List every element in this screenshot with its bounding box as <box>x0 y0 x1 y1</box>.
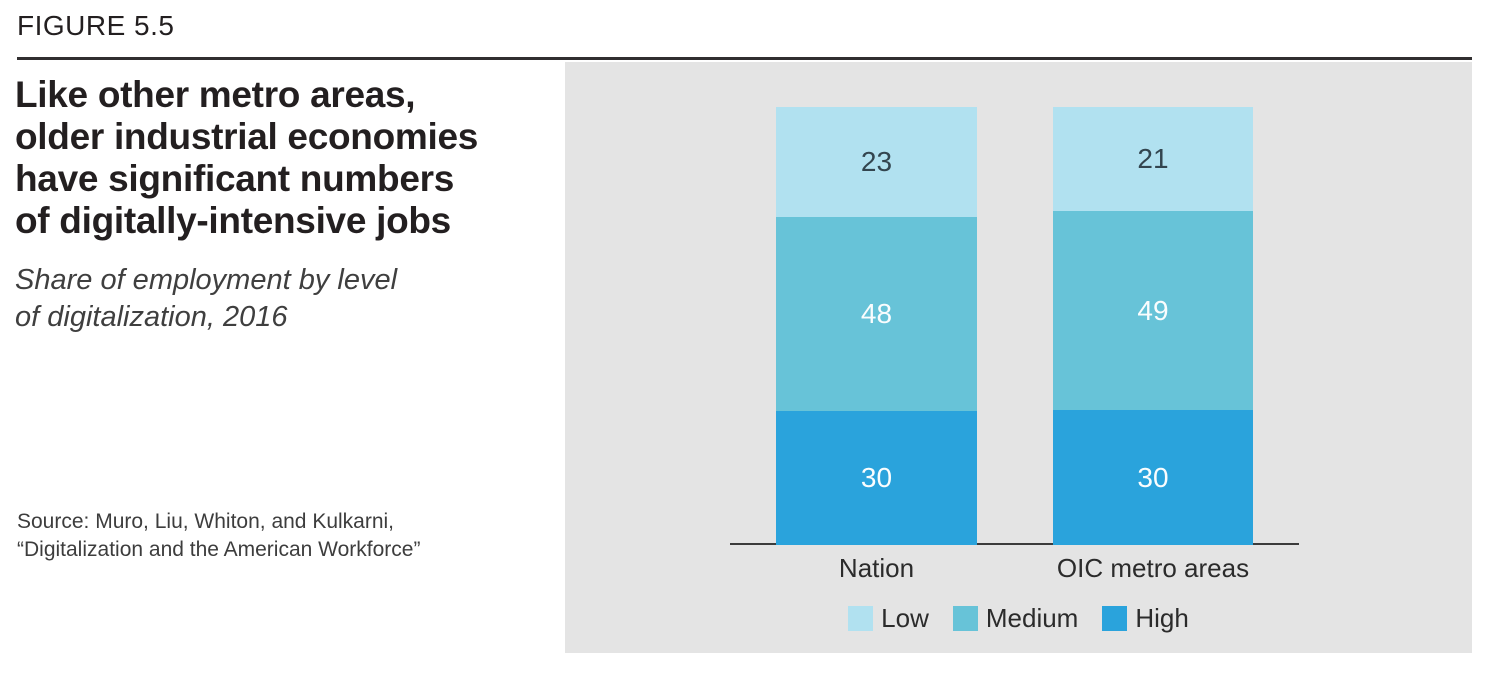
figure-label: FIGURE 5.5 <box>17 10 175 41</box>
legend-label: High <box>1135 603 1189 633</box>
bar-segment-medium: 48 <box>776 216 977 412</box>
top-rule <box>17 57 1472 60</box>
legend: Low Medium High <box>565 603 1472 634</box>
chart-title: Like other metro areas, older industrial… <box>15 74 479 241</box>
legend-swatch-icon <box>848 606 874 631</box>
chart-panel: 23 48 30 Nation 21 49 30 OIC metro areas Low Medi… <box>565 62 1472 653</box>
bar-segment-medium: 49 <box>1053 210 1253 411</box>
legend-swatch-icon <box>1102 606 1128 631</box>
bar-segment-high: 30 <box>1053 410 1253 545</box>
legend-item-high: High <box>1102 603 1189 634</box>
bar-segment-high: 30 <box>776 411 977 545</box>
bar-segment-low: 21 <box>1053 107 1253 211</box>
legend-item-medium: Medium <box>952 603 1079 634</box>
legend-label: Medium <box>985 603 1079 633</box>
stacked-bar-nation: 23 48 30 <box>776 107 977 545</box>
legend-swatch-icon <box>952 606 978 631</box>
source-note: Source: Muro, Liu, Whiton, and Kulkarni,… <box>17 510 421 561</box>
category-label-oic-metro-areas: OIC metro areas <box>1056 553 1250 583</box>
x-axis-line <box>730 543 1299 545</box>
stacked-bar-oic-metro-areas: 21 49 30 <box>1053 107 1253 545</box>
chart-subtitle: Share of employment by level of digitali… <box>15 264 398 333</box>
legend-label: Low <box>881 603 929 633</box>
category-label-nation: Nation <box>838 553 915 583</box>
bar-segment-low: 23 <box>776 107 977 217</box>
legend-item-low: Low <box>848 603 929 634</box>
